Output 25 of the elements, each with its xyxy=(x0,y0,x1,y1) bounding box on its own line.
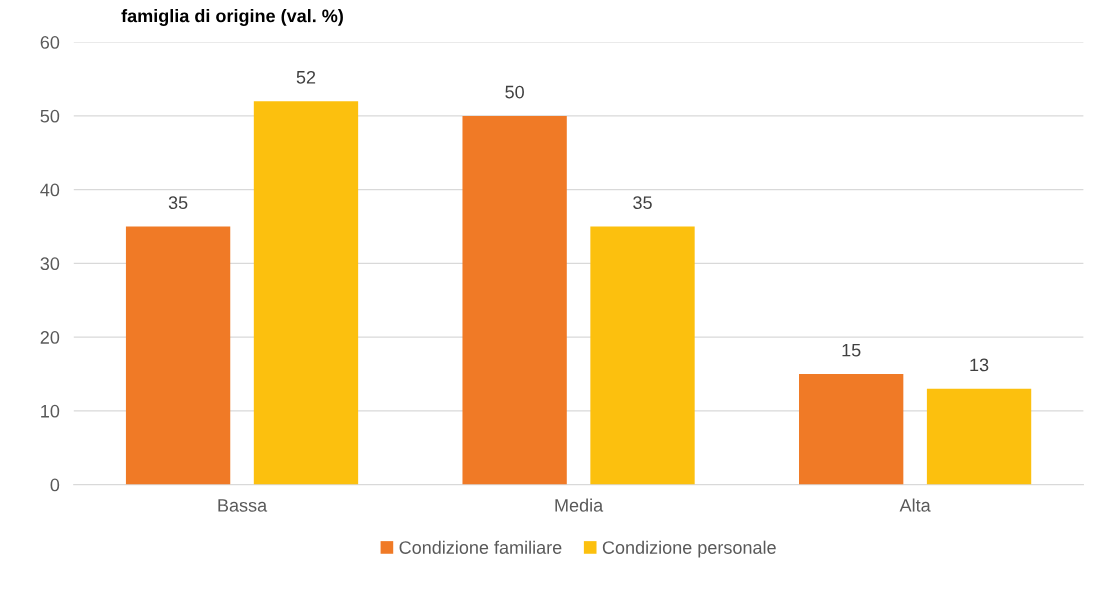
bar xyxy=(590,226,695,485)
legend-label: Condizione personale xyxy=(602,540,776,558)
x-tick-label: Alta xyxy=(899,498,931,512)
legend-label: Condizione familiare xyxy=(399,540,562,554)
data-label: 50 xyxy=(505,85,524,99)
chart-title: famiglia di origine (val. %) xyxy=(121,9,343,26)
data-label: 35 xyxy=(168,196,188,210)
data-label: 13 xyxy=(970,358,989,372)
data-label: 15 xyxy=(842,343,861,357)
y-tick-label: 0 xyxy=(50,478,60,492)
bar xyxy=(462,115,567,485)
y-tick-label: 30 xyxy=(40,257,60,271)
y-tick-label: 60 xyxy=(40,36,60,49)
bar xyxy=(125,226,231,485)
data-label: 35 xyxy=(633,196,652,210)
x-tick-label: Bassa xyxy=(218,499,268,512)
y-tick-label: 40 xyxy=(40,183,60,197)
x-tick-label: Media xyxy=(555,498,604,512)
bar xyxy=(799,373,904,485)
data-label: 52 xyxy=(296,70,316,84)
y-tick-label: 10 xyxy=(41,404,60,418)
bar xyxy=(253,101,359,485)
bar xyxy=(926,388,1032,485)
y-tick-label: 20 xyxy=(40,331,60,344)
y-tick-label: 50 xyxy=(40,109,60,123)
